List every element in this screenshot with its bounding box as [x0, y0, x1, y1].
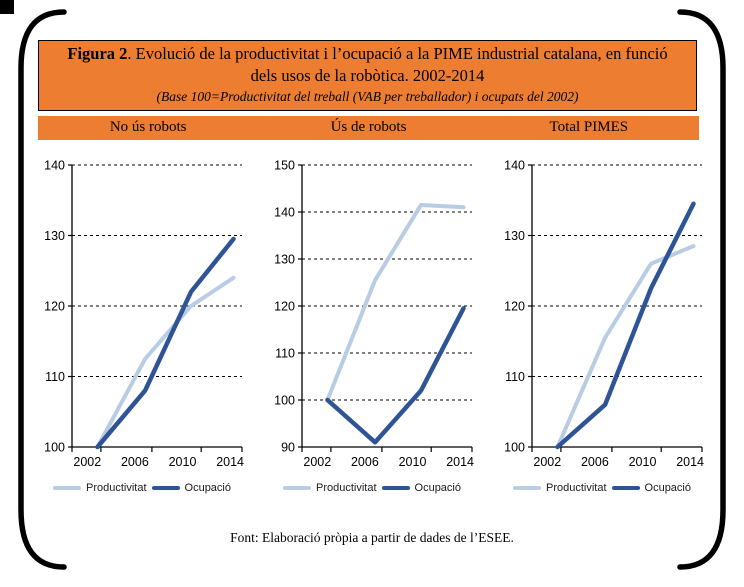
y-axis-label-110: 110: [275, 347, 295, 361]
ocupacio-line-swatch: [151, 486, 180, 490]
y-axis-label-100: 100: [44, 441, 65, 455]
y-axis-label-130: 130: [274, 253, 295, 267]
y-axis-label-130: 130: [504, 229, 525, 243]
legend-label-productivitat: Productivitat: [85, 482, 147, 494]
source-note: Font: Elaboració pròpia a partir de dade…: [230, 530, 514, 545]
y-axis-label-100: 100: [504, 441, 525, 455]
panel-header-bar: No ús robots Ús de robots Total PIMES: [38, 116, 699, 140]
panel-header-us-de-robots: Ús de robots: [330, 119, 407, 135]
legend-label-ocupacio: Ocupació: [184, 482, 231, 494]
figure-title-text: . Evolució de la productivitat i l’ocupa…: [127, 44, 668, 63]
chart-column-us-de-robots: 90 100 110 120 130 140 150 2002 2006 2010 2014 Pro…: [264, 150, 480, 495]
chart-legend: Productivitat Ocupació: [512, 482, 691, 494]
x-axis-label-2010: 2010: [169, 455, 197, 469]
productivitat-line-swatch: [52, 486, 81, 490]
y-axis-label-110: 110: [505, 370, 525, 384]
legend-label-productivitat: Productivitat: [315, 482, 377, 494]
y-axis-label-120: 120: [274, 300, 295, 314]
x-axis-label-2010: 2010: [399, 455, 427, 469]
x-axis-label-2002: 2002: [303, 455, 331, 469]
panel-header-no-us-robots: No ús robots: [109, 119, 187, 135]
x-axis-label-2002: 2002: [73, 455, 101, 469]
ocupacio-line: [555, 201, 696, 450]
x-axis-label-2014: 2014: [676, 455, 704, 469]
ocupacio-line: [95, 236, 236, 450]
x-axis-label-2006: 2006: [581, 455, 609, 469]
figure-number: Figura 2: [67, 44, 128, 63]
ocupacio-line-swatch: [611, 486, 640, 490]
productivitat-line-swatch: [282, 486, 311, 490]
legend-label-ocupacio: Ocupació: [414, 482, 461, 494]
y-axis-label-100: 100: [274, 394, 295, 408]
ocupacio-line-swatch: [381, 486, 410, 490]
x-axis-label-2014: 2014: [446, 455, 474, 469]
x-axis-label-2006: 2006: [351, 455, 379, 469]
corner-square-decoration: [0, 0, 14, 14]
y-axis-label-110: 110: [45, 370, 65, 384]
chart-legend: Productivitat Ocupació: [282, 482, 461, 494]
legend-label-productivitat: Productivitat: [545, 482, 607, 494]
y-axis-label-140: 140: [504, 159, 525, 173]
legend-label-ocupacio: Ocupació: [644, 482, 691, 494]
line-chart-total-pimes: 100 110 120 130 140 2002 2006 2010 2014: [504, 159, 704, 470]
line-chart-us-de-robots: 90 100 110 120 130 140 150 2002 2006 2010 2014: [274, 159, 474, 470]
ocupacio-line: [325, 306, 466, 445]
y-axis-label-130: 130: [44, 229, 65, 243]
x-axis-label-2010: 2010: [629, 455, 657, 469]
y-axis-label-140: 140: [274, 206, 295, 220]
y-axis-label-120: 120: [44, 300, 65, 314]
chart-column-total-pimes: 100 110 120 130 140 2002 2006 2010 2014 Producti…: [494, 150, 710, 495]
chart-column-no-us-robots: 100 110 120 130 140 2002 2006 2010 2014 Producti…: [34, 150, 250, 495]
figure-title-box: Figura 2. Evolució de la productivitat i…: [38, 40, 697, 111]
productivitat-line: [95, 275, 236, 449]
chart-legend: Productivitat Ocupació: [52, 482, 231, 494]
figure-subtitle: (Base 100=Productivitat del treball (VAB…: [156, 89, 579, 104]
figure-title-line2: dels usos de la robòtica. 2002-2014: [250, 66, 485, 85]
panel-header-total-pimes: Total PIMES: [549, 119, 629, 135]
y-axis-label-140: 140: [44, 159, 65, 173]
line-chart-no-us-robots: 100 110 120 130 140 2002 2006 2010 2014: [44, 159, 244, 470]
figure-title-line1: Figura 2. Evolució de la productivitat i…: [39, 43, 696, 65]
x-axis-label-2002: 2002: [533, 455, 561, 469]
y-axis-label-90: 90: [281, 441, 295, 455]
x-axis-label-2006: 2006: [121, 455, 149, 469]
productivitat-line: [325, 202, 466, 402]
productivitat-line-swatch: [512, 486, 541, 490]
y-axis-label-150: 150: [274, 159, 295, 173]
productivitat-line: [555, 244, 696, 449]
y-axis-label-120: 120: [504, 300, 525, 314]
charts-row: 100 110 120 130 140 2002 2006 2010 2014 Producti…: [34, 150, 710, 495]
x-axis-label-2014: 2014: [216, 455, 244, 469]
